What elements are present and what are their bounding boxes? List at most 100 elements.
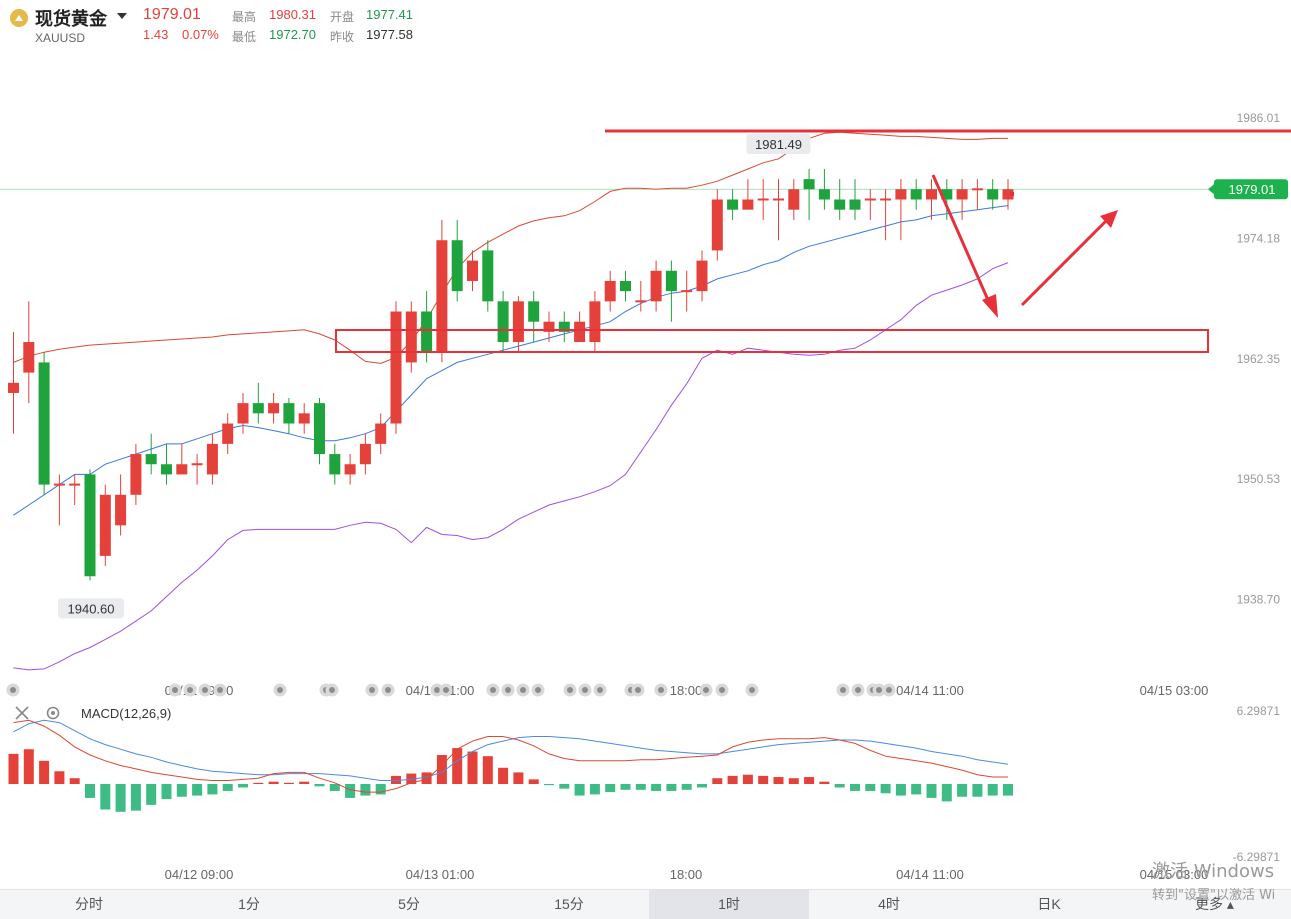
event-marker-dot [385, 687, 391, 693]
price-axis-label: 1962.35 [1237, 352, 1281, 366]
candle-body [497, 301, 509, 343]
gear-icon-center [51, 711, 55, 715]
candle [528, 291, 540, 343]
candle-body [956, 189, 968, 200]
candle-body [482, 250, 494, 302]
tab-4hour[interactable]: 4时 [878, 896, 900, 912]
chevron-down-icon[interactable] [117, 13, 127, 19]
candle-body [23, 342, 35, 373]
macd-histogram-bar [1003, 784, 1013, 796]
macd-time-axis-label: 04/13 01:00 [406, 867, 475, 882]
time-axis-label: 04/15 03:00 [1140, 683, 1209, 698]
candle-body [53, 483, 65, 486]
macd-histogram-bar [972, 784, 983, 797]
candle [206, 433, 218, 485]
candle-body [773, 198, 784, 201]
candle-body [359, 443, 371, 465]
symbol-name[interactable]: 现货黄金 [35, 9, 107, 29]
candle [941, 179, 953, 220]
symbol-code: XAUUSD [35, 31, 86, 45]
candle [467, 250, 478, 292]
candle [298, 403, 310, 434]
macd-histogram-bar [54, 771, 65, 784]
event-marker-dot [434, 687, 440, 693]
candle-body [711, 199, 723, 251]
event-marker-dot [886, 687, 892, 693]
macd-histogram-bar [23, 749, 34, 784]
macd-histogram-bar [146, 784, 157, 805]
more-button[interactable]: 更多 ▴ [1195, 896, 1234, 912]
macd-histogram-bar [238, 784, 248, 788]
candle-body [650, 270, 662, 302]
up-arrow-head [1100, 210, 1118, 228]
down-arrow-line [931, 174, 990, 301]
candle [742, 179, 754, 210]
macd-histogram-bar [758, 775, 769, 784]
candle [880, 189, 892, 241]
event-marker-dot [490, 687, 496, 693]
tab-5min[interactable]: 5分 [398, 896, 420, 912]
macd-histogram-bar [834, 784, 845, 788]
event-marker-dot [520, 687, 526, 693]
tab-1min[interactable]: 1分 [238, 896, 260, 912]
event-marker-dot [635, 687, 641, 693]
candle [589, 291, 601, 353]
tab-daily[interactable]: 日K [1037, 896, 1061, 912]
macd-dif-line [13, 719, 1008, 793]
tab-fenshi[interactable]: 分时 [75, 896, 103, 912]
candle-body [727, 199, 739, 210]
gear-icon [46, 706, 60, 720]
candle-body [788, 189, 800, 210]
macd-histogram-bar [452, 748, 463, 784]
candle [497, 291, 509, 353]
candle [237, 392, 249, 434]
candle [620, 270, 631, 302]
tab-1hour[interactable]: 1时 [649, 890, 809, 919]
macd-histogram-bar [574, 784, 585, 796]
macd-axis-label: 6.29871 [1237, 704, 1281, 718]
candle [8, 331, 19, 434]
down-arrow-head [982, 294, 998, 318]
event-marker-dot [876, 687, 882, 693]
macd-histogram-bar [421, 772, 432, 784]
macd-histogram-bar [957, 784, 968, 797]
event-marker-dot [582, 687, 588, 693]
candle [895, 179, 907, 241]
candle [482, 240, 494, 312]
candle-body [99, 494, 111, 556]
candle [222, 413, 234, 455]
open-value: 1977.41 [366, 7, 413, 22]
open-label: 开盘 [330, 10, 355, 24]
candle-body [375, 423, 387, 444]
macd-histogram-bar [911, 784, 922, 795]
macd-histogram-bar [69, 778, 80, 784]
macd-histogram-bar [8, 753, 19, 784]
candle-body [604, 280, 616, 302]
event-marker-dot [749, 687, 755, 693]
candle-body [268, 403, 280, 414]
macd-title: MACD(12,26,9) [81, 706, 171, 721]
macd-histogram-bar [85, 784, 95, 798]
candle [23, 301, 35, 404]
low-label: 最低 [232, 30, 257, 44]
candle-body [941, 189, 953, 200]
macd-histogram-bar [391, 775, 401, 784]
macd-header: MACD(12,26,9) [15, 706, 171, 721]
macd-histogram-bar [406, 773, 417, 784]
macd-time-axis-label: 18:00 [670, 867, 703, 882]
candle-body [558, 321, 570, 332]
macd-histogram-bar [712, 778, 723, 784]
tab-15min[interactable]: 15分 [554, 896, 584, 912]
macd-histogram-bar [559, 784, 570, 789]
candle [604, 270, 616, 312]
macd-histogram-bar [498, 767, 509, 784]
price-axis-label: 1938.70 [1237, 593, 1281, 607]
candle [130, 443, 142, 505]
macd-histogram-bar [605, 784, 616, 793]
candle-body [512, 301, 524, 343]
event-marker-dot [172, 687, 178, 693]
candle-body [237, 403, 249, 424]
macd-histogram-bar [895, 784, 906, 796]
candle-body [1002, 189, 1014, 200]
candle [987, 179, 999, 210]
